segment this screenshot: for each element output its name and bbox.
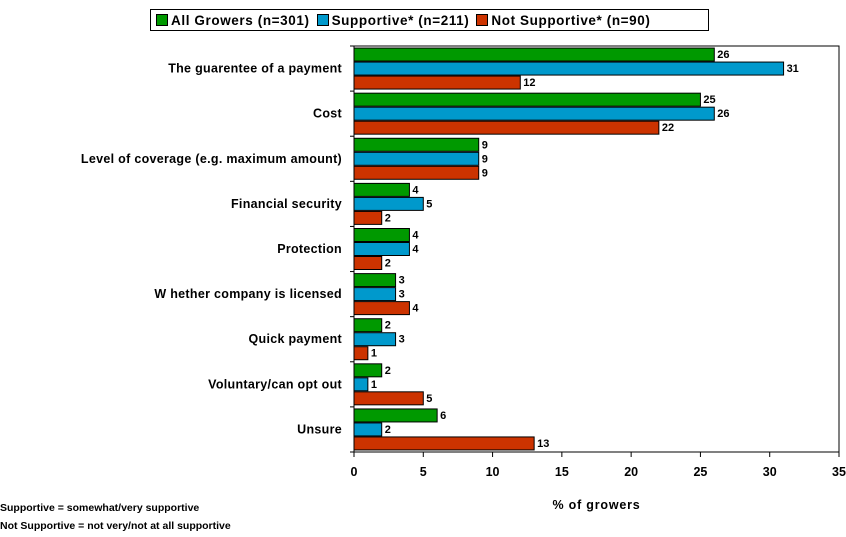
footnotes: Supportive = somewhat/very supportive No… [0,499,231,535]
data-label: 2 [385,258,391,270]
data-label: 4 [412,230,419,242]
data-label: 2 [385,320,391,332]
data-label: 9 [482,167,488,179]
bar [353,377,369,392]
category-label: Voluntary/can opt out [208,377,342,391]
data-label: 9 [482,139,488,151]
bar [353,363,383,378]
legend-label-supportive: Supportive* (n=211) [331,12,470,28]
bar [353,196,424,211]
bar [353,346,369,361]
bar [353,47,715,62]
bar [353,242,410,256]
bar [353,210,383,225]
x-tick-label: 25 [693,465,707,479]
bar [353,332,397,347]
legend-swatch-supportive [316,14,329,26]
data-label: 4 [412,303,419,315]
legend-item-not-supportive: Not Supportive* (n=90) [476,13,650,28]
legend-swatch-all-growers [156,14,168,26]
bar [353,273,397,288]
bar [353,436,535,451]
bar [353,391,424,406]
x-tick-label: 15 [555,465,569,479]
bar [353,106,715,121]
bar [353,165,480,180]
data-label: 3 [399,275,405,287]
data-label: 26 [717,108,729,120]
bar [353,318,383,333]
data-label: 31 [787,63,799,75]
data-label: 2 [385,424,391,436]
bar [353,182,410,197]
category-label: W hether company is licensed [154,287,342,301]
bar [353,287,397,302]
data-label: 1 [371,379,377,391]
data-label: 26 [717,49,729,61]
category-label: Protection [277,242,342,256]
x-tick-label: 0 [351,465,358,479]
x-tick-label: 10 [486,465,500,479]
bar [353,61,785,76]
data-label: 13 [537,438,549,450]
data-label: 12 [523,77,535,89]
data-label: 4 [412,184,419,196]
x-axis-title: % of growers [552,498,640,512]
footnote-not-supportive: Not Supportive = not very/not at all sup… [0,520,231,532]
legend-item-supportive: Supportive* (n=211) [316,12,470,28]
data-label: 4 [412,244,419,256]
bar [353,408,438,423]
data-label: 6 [440,410,446,422]
x-tick-label: 5 [420,465,427,479]
bar [353,120,660,135]
category-label: The guarentee of a payment [168,62,342,76]
data-label: 9 [482,153,488,165]
legend-label-not-supportive: Not Supportive* (n=90) [491,12,651,28]
data-label: 1 [371,348,377,360]
data-label: 2 [385,365,391,377]
legend-item-all-growers: All Growers (n=301) [156,13,310,28]
bar [353,92,701,107]
category-label: Quick payment [248,332,342,346]
bar [353,256,383,270]
data-label: 22 [662,122,674,134]
footnote-supportive: Supportive = somewhat/very supportive [0,502,200,514]
x-tick-label: 20 [624,465,638,479]
data-label: 3 [399,334,405,346]
category-label: Financial security [231,197,342,211]
data-label: 5 [426,198,432,210]
category-label: Level of coverage (e.g. maximum amount) [81,152,342,166]
x-tick-label: 35 [832,465,846,479]
data-label: 5 [426,393,432,405]
bar [353,75,521,90]
bar [353,228,410,242]
category-label: Cost [313,107,343,121]
data-label: 25 [703,94,715,106]
bar [353,301,410,316]
bar [353,422,383,437]
chart-legend: All Growers (n=301) Supportive* (n=211) … [150,9,709,31]
legend-swatch-not-supportive [476,14,489,26]
bar [353,137,480,152]
data-label: 2 [385,212,391,224]
legend-label-all-growers: All Growers (n=301) [171,12,310,28]
x-tick-label: 30 [763,465,777,479]
data-label: 3 [399,289,405,301]
category-label: Unsure [297,422,342,436]
bar [353,151,480,166]
